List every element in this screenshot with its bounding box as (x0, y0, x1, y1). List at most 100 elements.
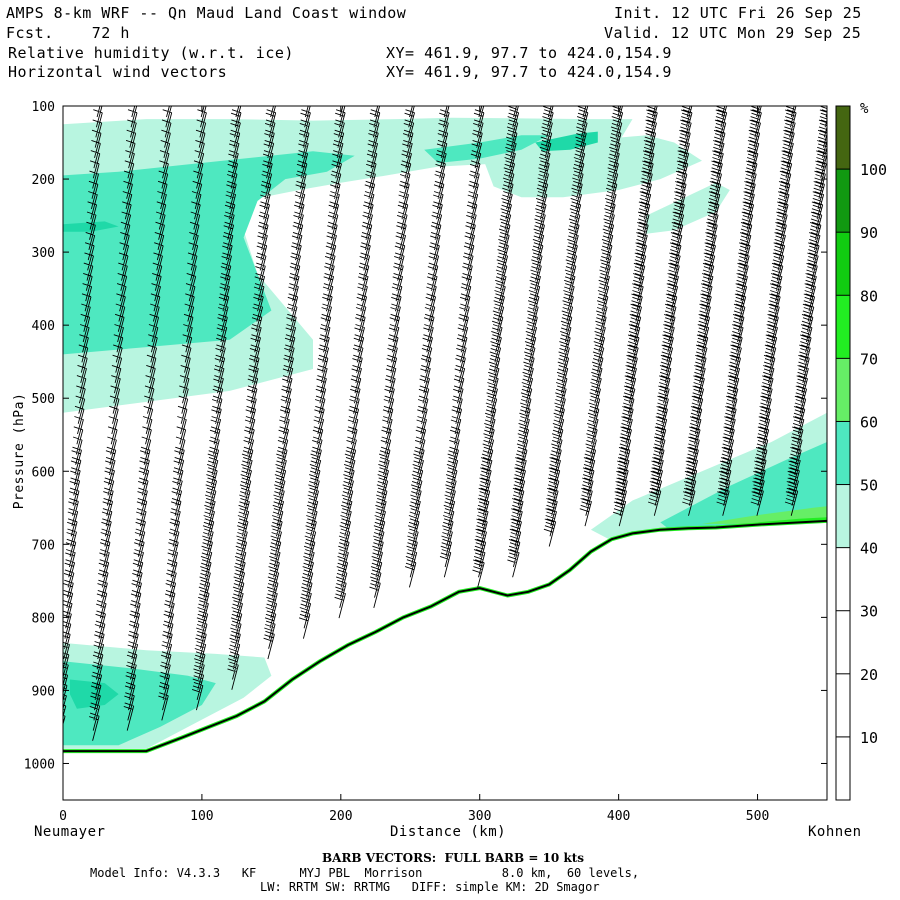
rh-upper-40 (63, 151, 355, 355)
barb-staffs (404, 106, 450, 588)
section-coords-1: XY= 461.9, 97.7 to 424.0,154.9 (386, 44, 672, 62)
colorbar-label: 40 (860, 540, 878, 558)
rh-upper-30c (646, 182, 730, 234)
barb-column (63, 106, 103, 726)
terrain-fill (63, 520, 827, 800)
barb-staffs (543, 106, 589, 547)
y-axis-label: Pressure (hPa) (12, 392, 27, 510)
x-tick-label: 200 (329, 809, 352, 824)
barb-column (507, 106, 554, 578)
colorbar-bin (836, 484, 850, 548)
barb-staffs (439, 106, 485, 578)
y-tick-label: 500 (32, 392, 55, 407)
colorbar-label: 10 (860, 729, 878, 747)
barb-column (472, 106, 520, 588)
left-endpoint-label: Neumayer (34, 824, 106, 840)
colorbar-bin (836, 106, 850, 170)
forecast-hour: Fcst. 72 h (6, 24, 130, 42)
field-name: Relative humidity (w.r.t. ice) (8, 44, 294, 62)
barb-column (543, 106, 589, 547)
barb-column (263, 106, 311, 660)
colorbar-bin (836, 610, 850, 674)
terrain (63, 518, 827, 800)
init-time: Init. 12 UTC Fri 26 Sep 25 (614, 4, 862, 22)
barb-staffs (89, 106, 138, 741)
barb-staffs (682, 106, 728, 516)
colorbar-bin (836, 295, 850, 359)
barb-staffs (647, 106, 693, 516)
barb-staffs (784, 106, 827, 516)
wind-barbs (63, 106, 827, 741)
barb-column (191, 106, 242, 711)
barb-column (123, 106, 173, 731)
y-tick-label: 200 (32, 173, 55, 188)
barb-column (298, 106, 346, 639)
rh-low-40 (63, 661, 216, 746)
barb-staffs (191, 106, 242, 711)
x-axis-label: Distance (km) (390, 824, 507, 840)
colorbar-bin (836, 673, 850, 737)
y-tick-label: 100 (32, 100, 55, 115)
barb-staffs (158, 106, 207, 721)
barb-column (750, 106, 797, 516)
colorbar-label: 60 (860, 413, 878, 431)
barb-staffs (507, 106, 554, 578)
colorbar-label: 50 (860, 477, 878, 495)
x-tick-label: 300 (468, 809, 491, 824)
barb-column (404, 106, 450, 588)
barb-staffs (579, 106, 624, 527)
y-tick-label: 900 (32, 684, 55, 699)
x-tick-label: 500 (746, 809, 769, 824)
barb-staffs (63, 106, 103, 726)
right-endpoint-label: Kohnen (808, 824, 862, 840)
colorbar-bin (836, 232, 850, 296)
barb-column (647, 106, 693, 516)
x-tick-label: 400 (607, 809, 630, 824)
colorbar-label: 100 (860, 161, 887, 179)
rh-plateau-40 (660, 442, 827, 534)
colorbar-label: 80 (860, 287, 878, 305)
colorbar-label: 20 (860, 666, 878, 684)
barb-legend: BARB VECTORS: FULL BARB = 10 kts (322, 851, 585, 865)
x-tick-label: 100 (190, 809, 213, 824)
y-tick-label: 800 (32, 611, 55, 626)
barb-staffs (716, 106, 762, 516)
colorbar-label: 30 (860, 603, 878, 621)
rh-shading (63, 117, 827, 749)
barb-column (158, 106, 207, 721)
barb-column (334, 106, 381, 619)
colorbar-bin (836, 421, 850, 485)
colorbar-label: 70 (860, 350, 878, 368)
y-tick-label: 1000 (24, 757, 55, 772)
barb-staffs (227, 106, 277, 690)
colorbar-bin (836, 169, 850, 233)
barb-staffs (472, 106, 520, 588)
section-coords-2: XY= 461.9, 97.7 to 424.0,154.9 (386, 63, 672, 81)
barb-column (784, 106, 827, 516)
barb-staffs (334, 106, 381, 619)
colorbar-bin (836, 547, 850, 611)
vector-name: Horizontal wind vectors (8, 63, 228, 81)
barb-column (612, 106, 658, 527)
plot-frame (62, 105, 828, 801)
colorbar-label: 90 (860, 224, 878, 242)
valid-time: Valid. 12 UTC Mon 29 Sep 25 (604, 24, 862, 42)
colorbar: 10 20 30 40 50 60 70 80 90 100 (835, 105, 887, 801)
barb-staffs (263, 106, 311, 660)
y-tick-label: 400 (32, 319, 55, 334)
barb-column (227, 106, 277, 690)
barb-column (716, 106, 762, 516)
axes: 100 200 300 400 500 600 700 800 900 1000 0 100 200 30… (24, 100, 827, 824)
barb-column (369, 106, 415, 609)
barb-staffs (612, 106, 658, 527)
physics-info: LW: RRTM SW: RRTMG DIFF: simple KM: 2D S… (260, 880, 600, 894)
model-info: Model Info: V4.3.3 KF MYJ PBL Morrison 8… (90, 866, 640, 880)
y-tick-label: 300 (32, 246, 55, 261)
colorbar-frame (835, 105, 851, 801)
barb-staffs (123, 106, 173, 731)
colorbar-bin (836, 736, 850, 800)
y-tick-label: 700 (32, 538, 55, 553)
colorbar-bin (836, 358, 850, 422)
